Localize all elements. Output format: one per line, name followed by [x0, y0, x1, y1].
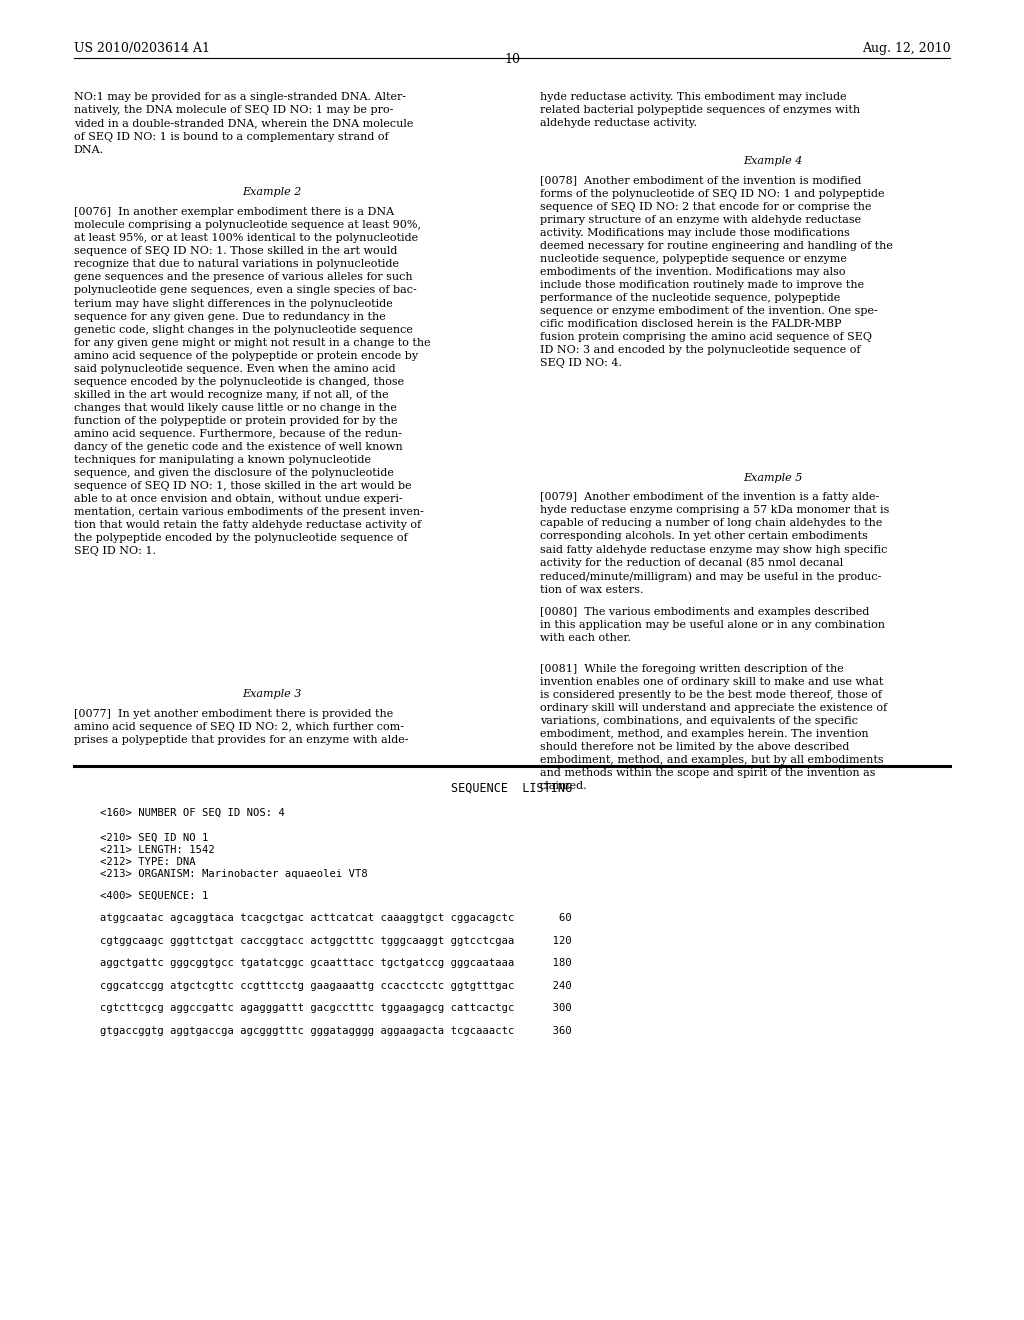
Text: gtgaccggtg aggtgaccga agcgggtttc gggatagggg aggaagacta tcgcaaactc      360: gtgaccggtg aggtgaccga agcgggtttc gggatag…: [100, 1026, 572, 1036]
Text: Example 3: Example 3: [242, 689, 301, 700]
Text: atggcaatac agcaggtaca tcacgctgac acttcatcat caaaggtgct cggacagctc       60: atggcaatac agcaggtaca tcacgctgac acttcat…: [100, 913, 572, 924]
Text: 10: 10: [504, 53, 520, 66]
Text: [0081]  While the foregoing written description of the
invention enables one of : [0081] While the foregoing written descr…: [540, 664, 887, 791]
Text: [0077]  In yet another embodiment there is provided the
amino acid sequence of S: [0077] In yet another embodiment there i…: [74, 709, 409, 744]
Text: Example 4: Example 4: [743, 156, 803, 166]
Text: [0079]  Another embodiment of the invention is a fatty alde-
hyde reductase enzy: [0079] Another embodiment of the inventi…: [540, 492, 889, 595]
Text: aggctgattc gggcggtgcc tgatatcggc gcaatttacc tgctgatccg gggcaataaa      180: aggctgattc gggcggtgcc tgatatcggc gcaattt…: [100, 958, 572, 969]
Text: <160> NUMBER OF SEQ ID NOS: 4: <160> NUMBER OF SEQ ID NOS: 4: [100, 808, 286, 818]
Text: [0078]  Another embodiment of the invention is modified
forms of the polynucleot: [0078] Another embodiment of the inventi…: [540, 176, 893, 368]
Text: <211> LENGTH: 1542: <211> LENGTH: 1542: [100, 845, 215, 855]
Text: cgtggcaagc gggttctgat caccggtacc actggctttc tgggcaaggt ggtcctcgaa      120: cgtggcaagc gggttctgat caccggtacc actggct…: [100, 936, 572, 946]
Text: hyde reductase activity. This embodiment may include
related bacterial polypepti: hyde reductase activity. This embodiment…: [540, 92, 860, 128]
Text: <210> SEQ ID NO 1: <210> SEQ ID NO 1: [100, 833, 209, 843]
Text: Aug. 12, 2010: Aug. 12, 2010: [861, 42, 950, 55]
Text: cggcatccgg atgctcgttc ccgtttcctg gaagaaattg ccacctcctc ggtgtttgac      240: cggcatccgg atgctcgttc ccgtttcctg gaagaaa…: [100, 981, 572, 991]
Text: NO:1 may be provided for as a single-stranded DNA. Alter-
natively, the DNA mole: NO:1 may be provided for as a single-str…: [74, 92, 413, 154]
Text: <400> SEQUENCE: 1: <400> SEQUENCE: 1: [100, 891, 209, 902]
Text: <213> ORGANISM: Marinobacter aquaeolei VT8: <213> ORGANISM: Marinobacter aquaeolei V…: [100, 869, 368, 879]
Text: <212> TYPE: DNA: <212> TYPE: DNA: [100, 857, 196, 867]
Text: Example 5: Example 5: [743, 473, 803, 483]
Text: cgtcttcgcg aggccgattc agagggattt gacgcctttc tggaagagcg cattcactgc      300: cgtcttcgcg aggccgattc agagggattt gacgcct…: [100, 1003, 572, 1014]
Text: [0080]  The various embodiments and examples described
in this application may b: [0080] The various embodiments and examp…: [540, 607, 885, 643]
Text: Example 2: Example 2: [242, 187, 301, 198]
Text: [0076]  In another exemplar embodiment there is a DNA
molecule comprising a poly: [0076] In another exemplar embodiment th…: [74, 207, 430, 556]
Text: SEQUENCE  LISTING: SEQUENCE LISTING: [452, 781, 572, 795]
Text: US 2010/0203614 A1: US 2010/0203614 A1: [74, 42, 210, 55]
